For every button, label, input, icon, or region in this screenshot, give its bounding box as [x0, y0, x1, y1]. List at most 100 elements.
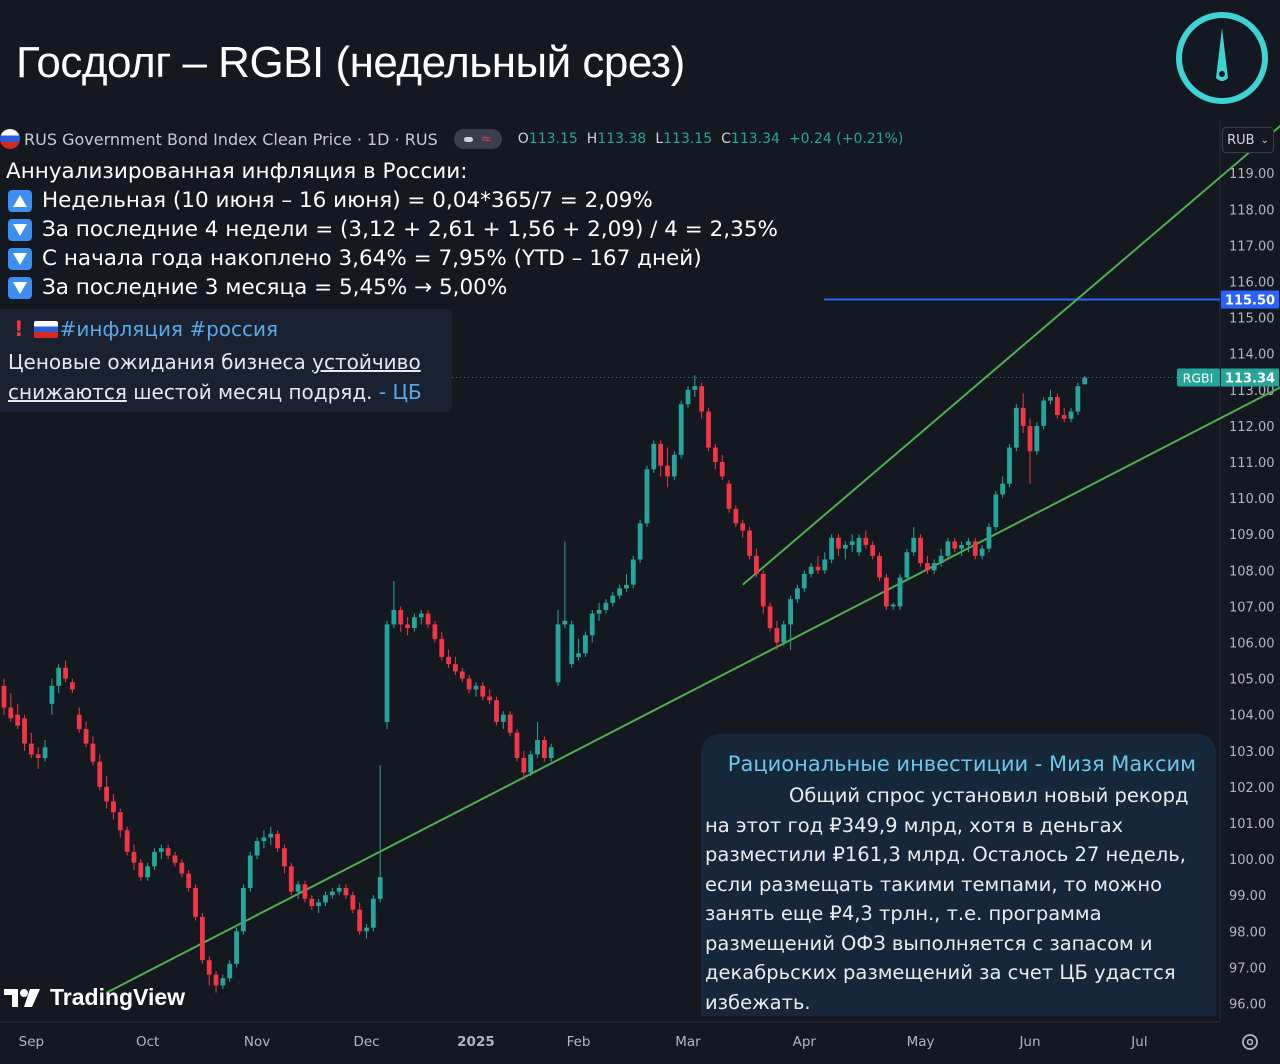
candle-body	[288, 866, 294, 892]
candle-body	[302, 884, 308, 899]
candle-body	[453, 664, 458, 672]
compass-logo-icon	[1174, 10, 1270, 110]
candle-body	[316, 902, 322, 907]
price-tick-label: 115.00	[1229, 312, 1275, 327]
tradingview-logo: TradingView	[4, 984, 185, 1011]
candle-body	[487, 696, 493, 701]
candle-body	[555, 624, 561, 683]
legend-toggle[interactable]: ≈	[453, 129, 502, 149]
candle-body	[624, 584, 629, 589]
high-value: 113.38	[597, 131, 647, 147]
low-label: L	[655, 131, 664, 147]
candle-body	[747, 530, 752, 556]
close-label: C	[721, 131, 731, 147]
candle-body	[808, 566, 814, 574]
candle-body	[145, 866, 151, 878]
candle-body	[712, 447, 718, 462]
candle-body	[193, 887, 198, 917]
cb-quote-card: ! #инфляция #россия Ценовые ожидания биз…	[0, 309, 452, 412]
change-value: +0.24 (+0.21%)	[788, 131, 904, 147]
settings-gear-icon[interactable]	[1240, 1032, 1260, 1056]
candle-body	[295, 884, 301, 892]
candle-body	[760, 573, 766, 607]
inflation-heading: Аннуализированная инфляция в России:	[6, 159, 468, 184]
currency-selector[interactable]: RUB ⌄	[1222, 127, 1274, 153]
candle-body	[706, 411, 711, 448]
candle-body	[494, 700, 499, 722]
symbol-tag-label: RGBI	[1183, 371, 1214, 386]
candle-body	[863, 537, 869, 546]
candle-body	[678, 404, 684, 455]
price-tick-label: 100.00	[1229, 853, 1275, 868]
candle-body	[528, 754, 534, 773]
candle-body	[1048, 397, 1053, 401]
candle-body	[692, 386, 698, 390]
candle-body	[268, 833, 274, 838]
candle-body	[699, 386, 705, 412]
hashtags: ! #инфляция #россия	[14, 317, 278, 341]
candle-body	[357, 909, 363, 932]
quote-underlined: снижаются	[8, 380, 127, 404]
inflation-row: С начала года накоплено 3,64% = 7,95% (Y…	[6, 244, 778, 273]
low-value: 113.15	[663, 131, 713, 147]
candle-body	[904, 552, 910, 578]
candle-body	[535, 739, 540, 755]
candle-body	[172, 855, 178, 863]
candle-body	[966, 541, 971, 546]
price-tick-label: 97.00	[1229, 961, 1266, 976]
quote-underlined: устойчиво	[312, 350, 421, 374]
instrument-name[interactable]: RUS Government Bond Index Clean Price · …	[24, 129, 438, 149]
candle-body	[795, 588, 800, 600]
candle-body	[138, 862, 144, 878]
open-label: O	[517, 131, 529, 147]
candle-body	[952, 541, 958, 549]
candle-body	[644, 469, 650, 524]
candle-body	[186, 873, 192, 888]
candle-body	[740, 523, 746, 531]
candle-body	[617, 588, 622, 596]
candle-body	[829, 537, 835, 560]
candle-body	[576, 653, 581, 657]
candle-body	[541, 739, 547, 759]
time-tick-label: Feb	[567, 1034, 591, 1050]
commentary-body: Общий спрос установил новый рекорд на эт…	[705, 784, 1189, 1014]
down-arrow-icon	[8, 276, 32, 299]
exclamation-icon: !	[14, 317, 24, 341]
quote-part: шестой месяц подряд.	[126, 380, 379, 404]
author-commentary: Рациональные инвестиции - Мизя Максим Об…	[701, 734, 1216, 1016]
page-title: Госдолг – RGBI (недельный срез)	[16, 38, 685, 87]
candle-body	[350, 895, 356, 910]
candle-body	[1082, 377, 1088, 385]
candle-body	[247, 855, 253, 888]
time-tick-label: Sep	[19, 1034, 44, 1050]
candle-body	[842, 545, 848, 549]
candle-body	[596, 610, 602, 614]
russia-flag-icon	[0, 129, 20, 149]
candle-body	[261, 837, 267, 842]
hashtag-links[interactable]: #инфляция #россия	[59, 317, 279, 341]
tradingview-mark-icon	[4, 988, 40, 1007]
candle-body	[412, 617, 417, 629]
candle-body	[405, 624, 410, 629]
candle-body	[877, 555, 882, 578]
candle-body	[398, 610, 404, 625]
candle-body	[637, 523, 643, 560]
price-tick-label: 111.00	[1229, 456, 1275, 471]
candle-body	[658, 443, 664, 466]
candle-body	[206, 960, 212, 975]
candle-body	[179, 862, 185, 874]
candle-body	[117, 812, 123, 831]
candle-body	[569, 624, 575, 665]
candle-body	[1000, 483, 1006, 495]
candle-body	[583, 635, 588, 654]
price-tick-label: 110.00	[1229, 492, 1275, 507]
candle-body	[97, 761, 103, 787]
russia-flag-icon	[33, 320, 58, 338]
candle-body	[801, 573, 807, 589]
high-label: H	[586, 131, 598, 147]
open-value: 113.15	[528, 131, 578, 147]
channel-upper-line[interactable]	[742, 112, 1280, 586]
candle-body	[111, 801, 116, 813]
candle-body	[1020, 407, 1026, 426]
